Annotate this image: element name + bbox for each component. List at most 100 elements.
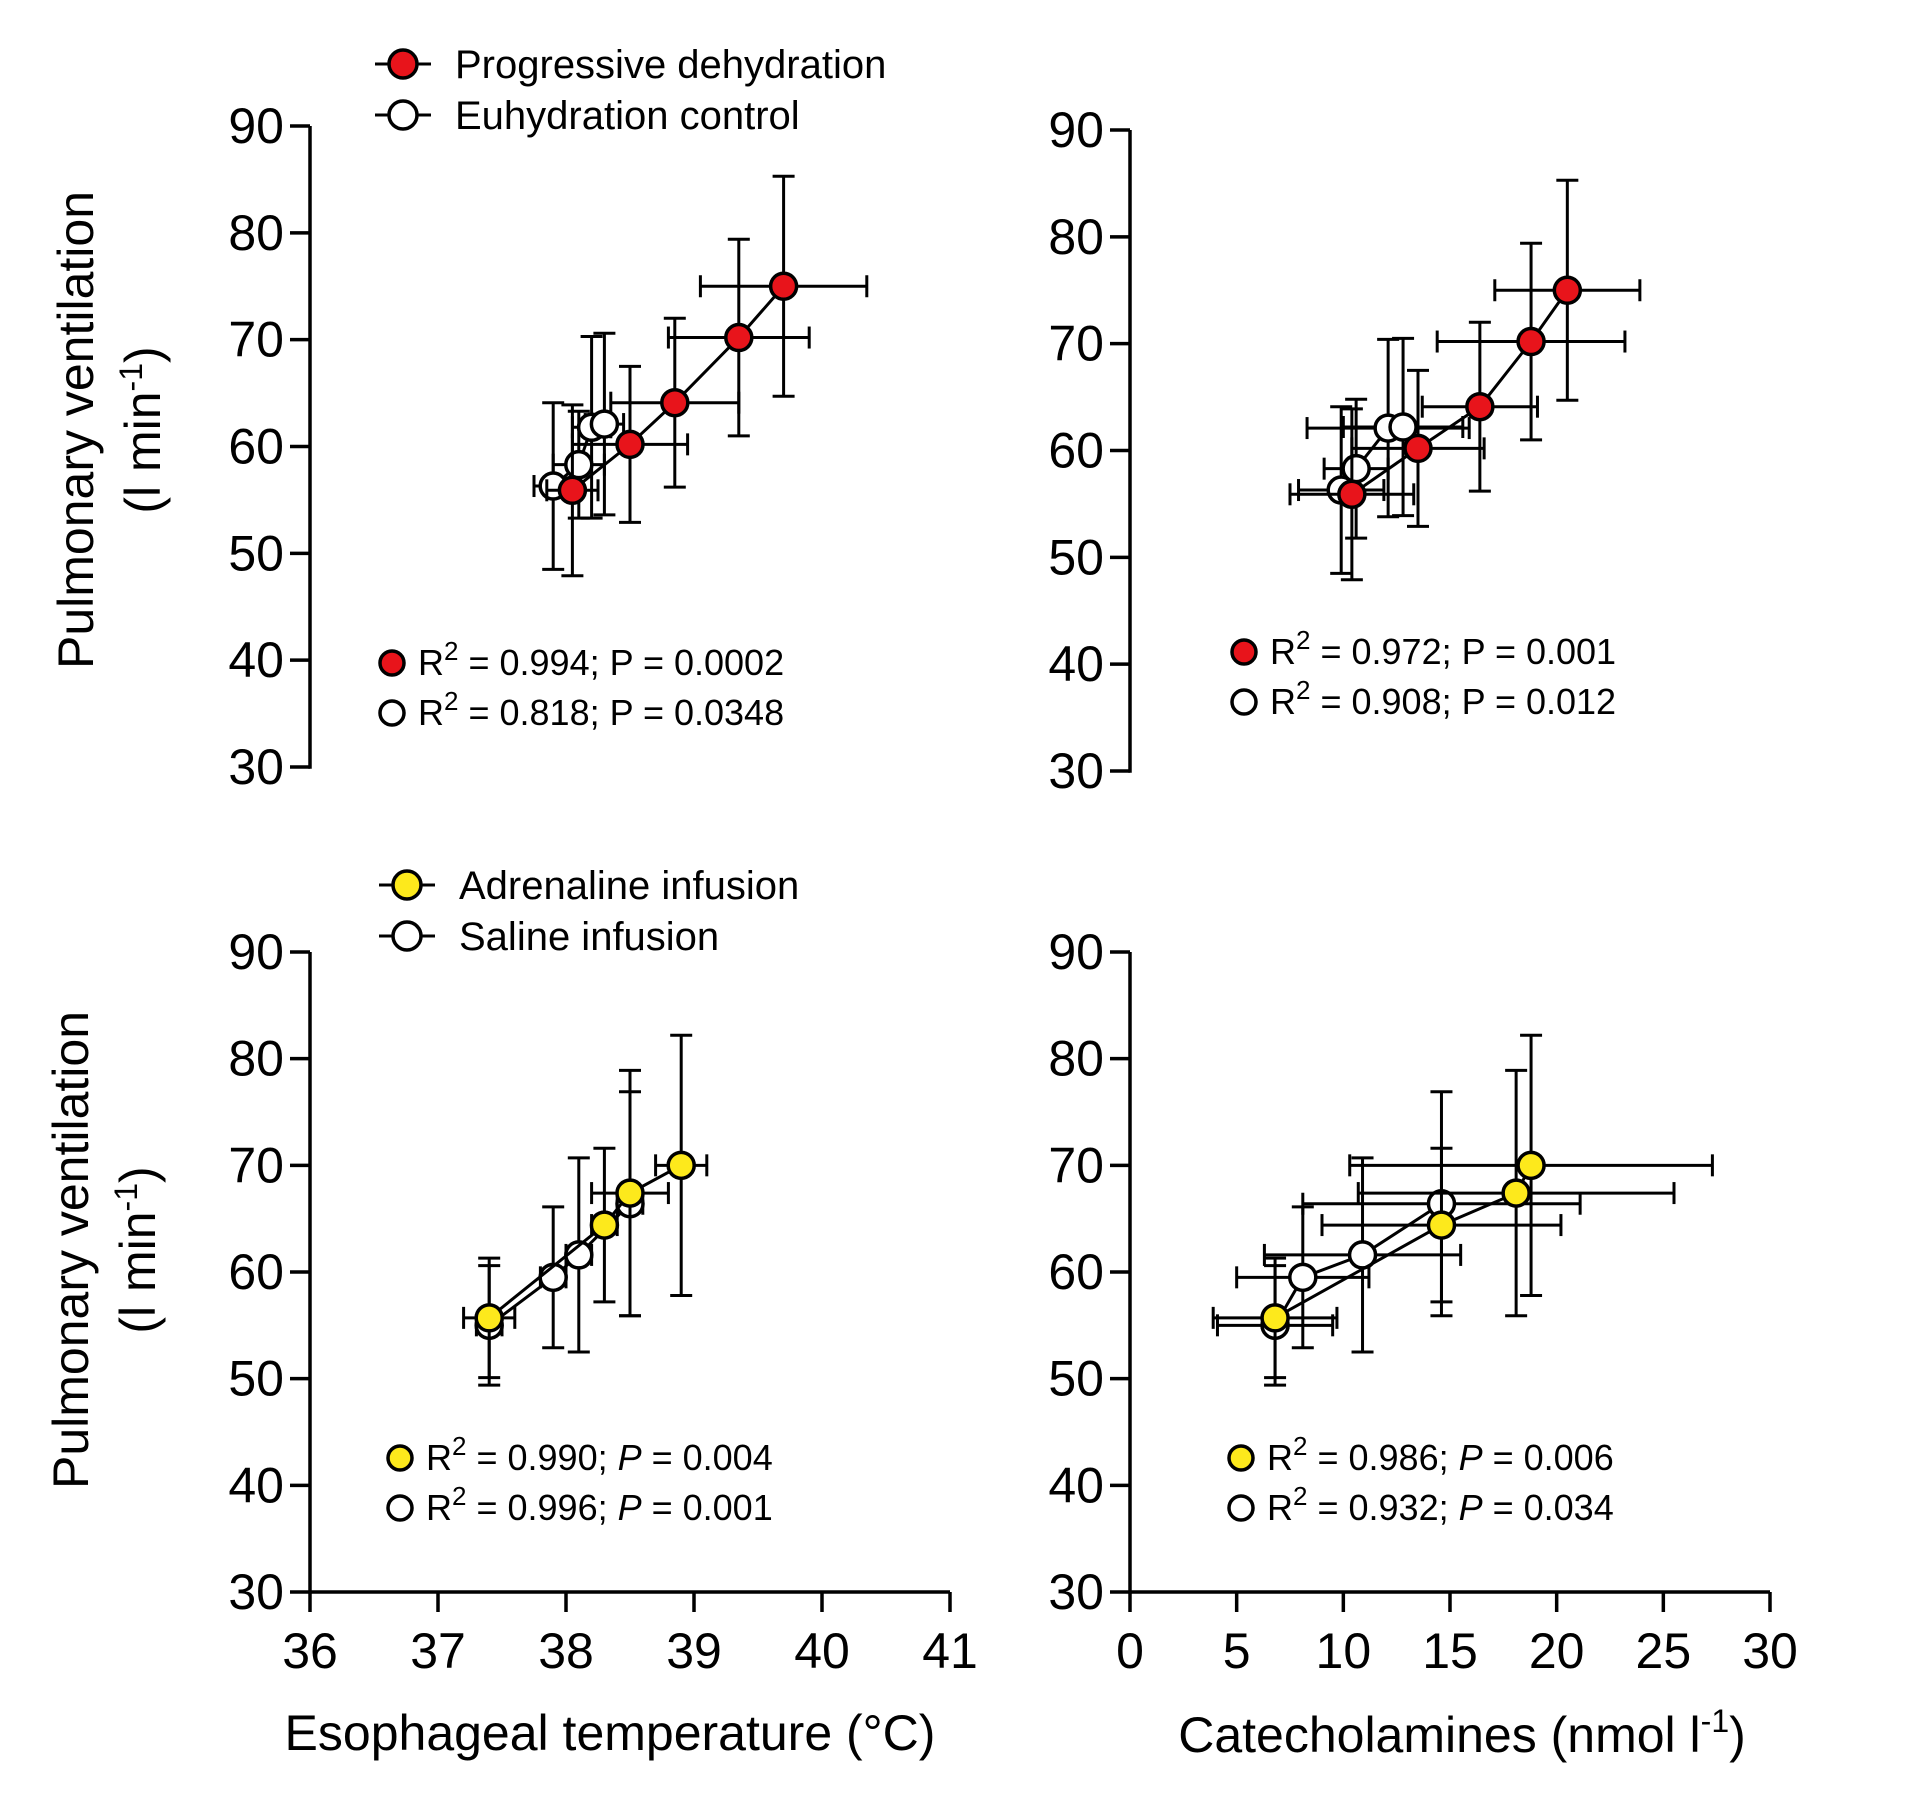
data-point — [615, 429, 645, 460]
y-axis-title-top: Pulmonary ventilation (l min-1) — [48, 191, 171, 669]
y-tick-label: 50 — [228, 525, 284, 581]
data-point — [724, 322, 754, 353]
x-tick-label: 0 — [1116, 1623, 1144, 1679]
x-tick-label: 38 — [538, 1623, 594, 1679]
data-point — [1516, 326, 1546, 357]
y-tick-label: 50 — [1048, 1351, 1104, 1407]
legend-label: Euhydration control — [455, 94, 800, 138]
data-point — [1465, 391, 1495, 422]
series-1 — [545, 174, 869, 578]
y-tick-label: 90 — [1048, 102, 1104, 158]
series-1 — [1211, 1033, 1714, 1380]
y-tick-label: 40 — [1048, 636, 1104, 692]
series-0 — [1297, 336, 1471, 575]
data-point — [1403, 433, 1433, 464]
x-tick-label: 37 — [410, 1623, 466, 1679]
y-tick-label: 60 — [228, 419, 284, 475]
y-axis-title-bottom-line2: (l min-1) — [108, 1166, 166, 1333]
x-tick-label: 15 — [1422, 1623, 1478, 1679]
data-point — [1426, 1210, 1457, 1240]
y-axis-title-top-line1: Pulmonary ventilation — [48, 191, 104, 669]
series-0 — [1215, 1090, 1582, 1387]
data-point — [1337, 479, 1367, 510]
series-line — [488, 1164, 682, 1320]
series-1 — [462, 1033, 709, 1380]
data-point — [1341, 453, 1371, 484]
x-axis-title-catecholamines: Catecholamines (nmol l-1) — [1178, 1703, 1746, 1763]
data-point — [1552, 275, 1583, 305]
y-tick-label: 80 — [228, 205, 284, 261]
x-tick-label: 41 — [922, 1623, 978, 1679]
y-tick-label: 90 — [228, 98, 284, 154]
legend-marker — [391, 869, 423, 901]
data-point — [557, 475, 588, 506]
panel-bottom-left: 30 40 50 60 70 80 90 36 37 38 39 40 41 R2 = 0.990; P … — [228, 924, 977, 1679]
y-tick-label: 70 — [228, 312, 284, 368]
x-tick-label: 39 — [666, 1623, 722, 1679]
legend-marker — [391, 920, 423, 952]
y-tick-label: 70 — [1048, 1137, 1104, 1193]
stats-marker — [378, 649, 406, 677]
series-line — [1274, 1164, 1533, 1320]
x-tick-label: 30 — [1742, 1623, 1798, 1679]
y-tick-label: 30 — [1048, 1564, 1104, 1620]
panel-bottom-right: 30 40 50 60 70 80 90 0 5 10 15 20 25 30 R2 = 0.986; P … — [1048, 924, 1797, 1679]
y-axis-title-top-line2: (l min-1) — [113, 346, 171, 513]
data-point — [615, 1178, 645, 1208]
y-tick-label: 40 — [1048, 1457, 1104, 1513]
series-line — [1273, 1202, 1443, 1327]
y-tick-label: 80 — [1048, 1031, 1104, 1087]
y-axis-title-bottom: Pulmonary ventilation (l min-1) — [43, 1011, 166, 1489]
legend-label: Adrenaline infusion — [459, 864, 799, 908]
y-tick-label: 90 — [1048, 924, 1104, 980]
y-tick-label: 60 — [1048, 1244, 1104, 1300]
stats-marker — [386, 1494, 414, 1522]
y-tick-label: 60 — [228, 1244, 284, 1300]
data-point — [660, 387, 690, 418]
legend-top: Progressive dehydration Euhydration contr… — [375, 43, 886, 138]
x-tick-label: 25 — [1636, 1623, 1692, 1679]
data-point — [1288, 1262, 1318, 1293]
stats-text: R2 = 0.990; P = 0.004 — [426, 1431, 773, 1478]
y-tick-label: 50 — [228, 1351, 284, 1407]
x-axis-title-temperature: Esophageal temperature (°C) — [285, 1705, 936, 1761]
data-point — [1501, 1178, 1531, 1208]
data-point — [768, 271, 799, 301]
stats-text: R2 = 0.932; P = 0.034 — [1267, 1481, 1614, 1528]
stats-text: R2 = 0.908; P = 0.012 — [1270, 675, 1616, 722]
y-tick-label: 70 — [228, 1137, 284, 1193]
stats-text: R2 = 0.996; P = 0.001 — [426, 1481, 773, 1528]
stats-text: R2 = 0.972; P = 0.001 — [1270, 625, 1616, 672]
stats-marker — [378, 699, 406, 727]
legend-marker — [387, 99, 419, 131]
series-0 — [532, 331, 626, 571]
stats-marker — [386, 1444, 414, 1472]
y-tick-label: 90 — [228, 924, 284, 980]
x-tick-label: 20 — [1529, 1623, 1585, 1679]
data-point — [1516, 1150, 1546, 1181]
stats-marker — [1230, 638, 1258, 666]
data-point — [474, 1303, 504, 1333]
x-tick-label: 10 — [1316, 1623, 1372, 1679]
x-tick-label: 5 — [1223, 1623, 1251, 1679]
y-tick-label: 70 — [1048, 316, 1104, 372]
legend-bottom: Adrenaline infusion Saline infusion — [379, 864, 799, 959]
y-tick-label: 30 — [228, 739, 284, 795]
y-tick-label: 60 — [1048, 423, 1104, 479]
series-0 — [474, 1090, 645, 1387]
data-point — [564, 449, 594, 480]
data-point — [1260, 1303, 1290, 1333]
y-tick-label: 40 — [228, 1457, 284, 1513]
y-axis-title-bottom-line1: Pulmonary ventilation — [43, 1011, 99, 1489]
data-point — [666, 1150, 696, 1181]
x-tick-label: 40 — [794, 1623, 850, 1679]
y-tick-label: 80 — [228, 1031, 284, 1087]
stats-text: R2 = 0.818; P = 0.0348 — [418, 686, 784, 733]
stats-marker — [1227, 1494, 1255, 1522]
legend-marker — [387, 48, 419, 80]
stats-text: R2 = 0.986; P = 0.006 — [1267, 1431, 1614, 1478]
stats-marker — [1227, 1444, 1255, 1472]
